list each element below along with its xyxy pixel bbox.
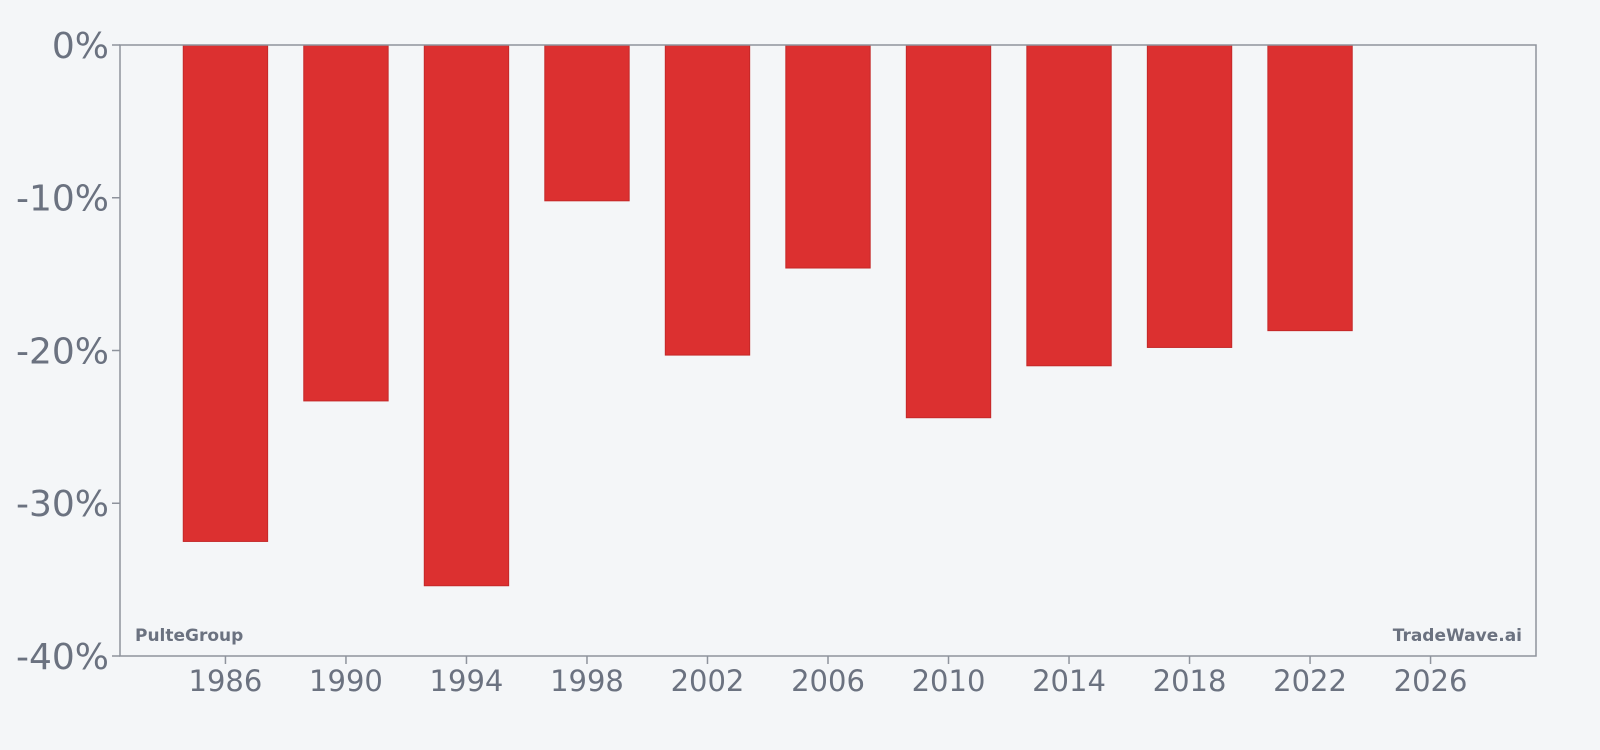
bar-2002: [664, 44, 751, 356]
watermark-company: PulteGroup: [135, 626, 243, 646]
x-tick-label: 2014: [1032, 664, 1106, 698]
x-tick-label: 2018: [1153, 664, 1227, 698]
x-tick-label: 2026: [1394, 664, 1468, 698]
bar-1986: [182, 44, 269, 542]
x-tick-label: 2006: [791, 664, 865, 698]
y-tick-label: -10%: [16, 179, 109, 220]
bar-2014: [1026, 44, 1112, 367]
bar-2022: [1267, 44, 1353, 332]
x-tick-label: 2010: [912, 664, 986, 698]
bar-2006: [785, 44, 871, 269]
bar-2018: [1146, 44, 1233, 348]
x-tick-label: 1990: [309, 664, 383, 698]
bar-1990: [303, 44, 389, 402]
bar-1998: [544, 44, 630, 202]
bar-2010: [905, 44, 992, 419]
y-tick-label: -40%: [16, 637, 109, 678]
x-tick-label: 1986: [189, 664, 263, 698]
watermark-brand: TradeWave.ai: [1393, 626, 1522, 646]
x-axis: 1986 1990 1994 1998 2002 2006 2010 2014 2018 2022…: [189, 656, 1468, 698]
y-axis: 0% -10% -20% -30% -40%: [16, 26, 120, 678]
x-tick-label: 1994: [430, 664, 504, 698]
x-tick-label: 2022: [1273, 664, 1347, 698]
y-tick-label: -20%: [16, 331, 109, 372]
x-tick-label: 2002: [671, 664, 745, 698]
y-tick-label: -30%: [16, 484, 109, 525]
bars-layer: [182, 44, 1353, 587]
bar-1994: [423, 44, 510, 587]
x-tick-label: 1998: [550, 664, 624, 698]
y-tick-label: 0%: [52, 26, 109, 67]
